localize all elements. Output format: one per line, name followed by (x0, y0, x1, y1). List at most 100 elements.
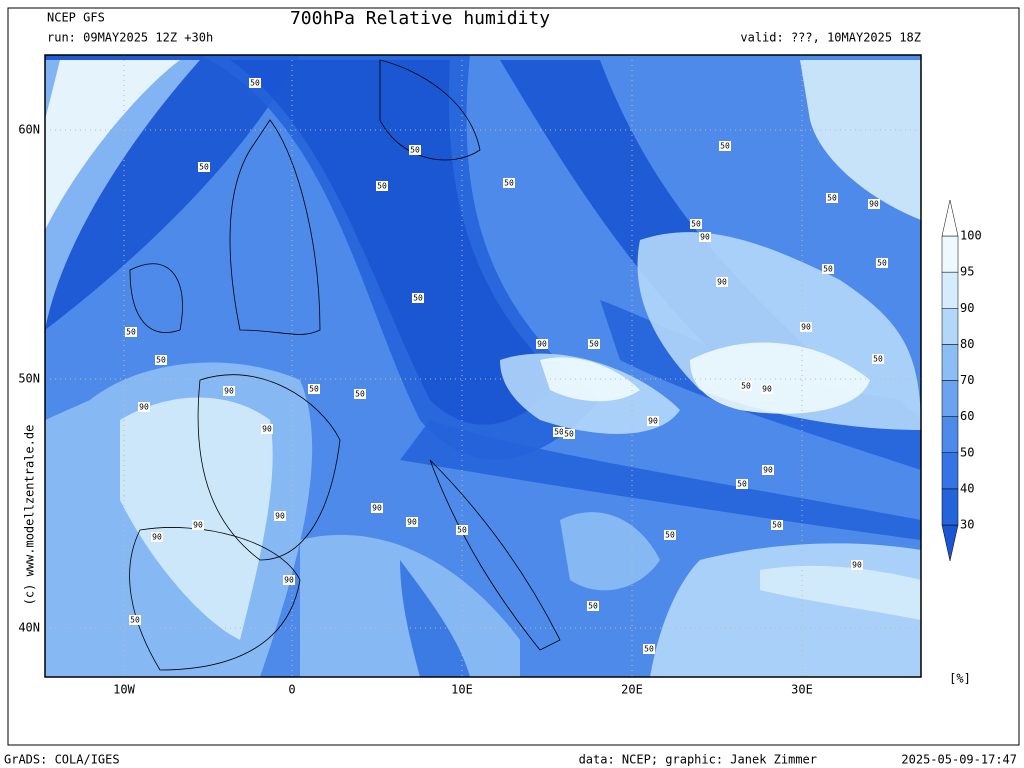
contour-label-bg (761, 384, 773, 394)
contour-label: 90 (700, 233, 710, 242)
lon-label: 30E (791, 683, 813, 697)
colorbar-swatch (941, 235, 959, 273)
contour-label: 50 (772, 521, 782, 530)
contour-label-bg (771, 520, 783, 530)
contour-label: 50 (741, 382, 751, 391)
humidity-area (800, 60, 921, 220)
map-frame (44, 54, 922, 678)
contour-label-bg (699, 232, 711, 242)
contour-label: 50 (827, 194, 837, 203)
contour-label-bg (876, 258, 888, 268)
contour-label-bg (647, 416, 659, 426)
contour-label: 90 (763, 466, 773, 475)
contour-label: 90 (869, 200, 879, 209)
contour-label-bg (406, 517, 418, 527)
contour-label: 50 (250, 79, 260, 88)
contour-label: 50 (504, 179, 514, 188)
contour-label: 90 (762, 385, 772, 394)
contour-label: 90 (224, 387, 234, 396)
contour-label-bg (283, 575, 295, 585)
contour-label: 90 (648, 417, 658, 426)
colorbar-tick-label: 60 (960, 409, 974, 423)
lat-label: 40N (18, 621, 40, 635)
contour-label: 50 (355, 390, 365, 399)
colorbar-tick-label: 90 (960, 301, 974, 315)
coastline (129, 263, 183, 333)
contour-label-bg (274, 511, 286, 521)
contour-label: 50 (877, 259, 887, 268)
contour-label-bg (155, 355, 167, 365)
colorbar-swatch (941, 344, 959, 381)
contour-label-bg (851, 560, 863, 570)
contour-label-bg (587, 601, 599, 611)
colorbar-unit: [%] (949, 672, 971, 686)
contour-label: 50 (823, 265, 833, 274)
contour-label: 90 (284, 576, 294, 585)
contour-label: 50 (199, 163, 209, 172)
contour-label-bg (308, 384, 320, 394)
colorbar-swatch (941, 308, 959, 345)
contour-label: 50 (309, 385, 319, 394)
contour-label: 90 (852, 561, 862, 570)
contour-label-bg (354, 389, 366, 399)
contour-label-bg (129, 615, 141, 625)
contour-label: 50 (130, 616, 140, 625)
timestamp: 2025-05-09-17:47 (901, 753, 1017, 767)
contour-label-bg (643, 644, 655, 654)
model-name: NCEP GFS (47, 11, 105, 25)
contour-label-bg (719, 141, 731, 151)
lon-label: 0 (288, 683, 295, 697)
colorbar-swatch (941, 524, 959, 562)
contour-label: 50 (413, 294, 423, 303)
lon-label: 10W (113, 683, 135, 697)
contour-label: 90 (139, 403, 149, 412)
humidity-area (760, 565, 921, 620)
watermark: (c) www.modellzentrale.de (23, 425, 37, 606)
humidity-area (120, 397, 273, 640)
humidity-area (45, 60, 180, 230)
run-time: run: 09MAY2025 12Z +30h (47, 31, 213, 45)
contour-label-bg (371, 503, 383, 513)
humidity-area (690, 342, 870, 414)
contour-label: 50 (126, 328, 136, 337)
contour-label: 50 (737, 480, 747, 489)
colorbar-tick-label: 70 (960, 373, 974, 387)
contour-label-bg (409, 145, 421, 155)
colorbar-swatch (941, 380, 959, 417)
contour-label: 50 (589, 340, 599, 349)
page-frame (7, 7, 1020, 746)
contour-label-bg (740, 381, 752, 391)
contour-label-bg (192, 520, 204, 530)
contour-label: 90 (152, 533, 162, 542)
contour-label-bg (198, 162, 210, 172)
colorbar-swatch (941, 199, 959, 237)
contour-label-bg (868, 199, 880, 209)
contour-label: 50 (410, 146, 420, 155)
contour-label: 50 (691, 220, 701, 229)
contour-label-bg (716, 277, 728, 287)
colorbar-tick-label: 30 (960, 518, 974, 532)
contour-label: 50 (665, 531, 675, 540)
contour-label: 90 (801, 323, 811, 332)
contour-label-bg (553, 427, 565, 437)
contour-label-bg (822, 264, 834, 274)
contour-label: 90 (372, 504, 382, 513)
contour-label: 50 (873, 355, 883, 364)
contour-label-bg (536, 339, 548, 349)
contour-label-bg (138, 402, 150, 412)
contour-label-bg (223, 386, 235, 396)
contour-label: 50 (644, 645, 654, 654)
lon-label: 10E (451, 683, 473, 697)
contour-label-bg (690, 219, 702, 229)
colorbar-tick-label: 80 (960, 337, 974, 351)
lat-label: 50N (18, 372, 40, 386)
contour-label-bg (800, 322, 812, 332)
colorbar-swatch (941, 416, 959, 453)
colorbar-tick-label: 100 (960, 229, 982, 243)
contour-label-bg (826, 193, 838, 203)
map-title: 700hPa Relative humidity (290, 8, 550, 29)
humidity-area (230, 60, 560, 425)
contour-label-bg (563, 429, 575, 439)
colorbar-swatch (941, 488, 959, 526)
